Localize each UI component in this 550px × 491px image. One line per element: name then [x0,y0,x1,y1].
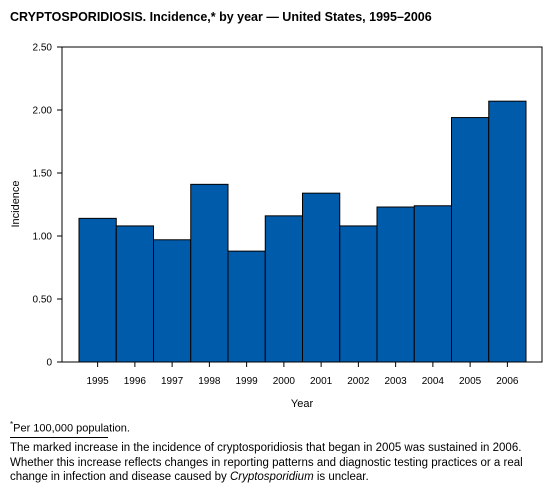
y-tick-label: 0 [46,358,52,369]
bar-1997 [153,239,192,363]
footnote-mark: * [10,420,14,429]
x-tick-label: 1999 [236,376,259,387]
bar-chart: 00.501.001.502.002.50 1995 1996 1997 1998 19… [10,43,543,410]
bar-2000 [264,215,303,363]
note-text-end: is unclear. [313,471,369,483]
bar-2002 [339,225,378,363]
bar-2003 [376,206,415,363]
x-tick-label: 2003 [385,376,408,387]
x-tick-label: 2005 [459,376,482,387]
x-tick-label: 2002 [347,376,370,387]
chart-note: The marked increase in the incidence of … [10,441,542,485]
footnote: *Per 100,000 population. [10,420,130,435]
y-tick-label: 2.00 [33,106,53,117]
y-axis-label: Incidence [10,180,22,227]
x-tick-label: 2001 [310,376,333,387]
footnote-text: Per 100,000 population. [13,422,130,435]
x-tick-label: 2004 [422,376,445,387]
x-tick-label: 1997 [161,376,184,387]
bar-1998 [190,183,229,363]
x-axis-label: Year [291,398,314,410]
bars-group [78,100,527,363]
bar-1996 [115,225,154,363]
y-tick-label: 1.50 [33,169,53,180]
bar-2005 [451,117,490,363]
bar-1999 [227,250,266,363]
x-tick-label: 1995 [87,376,110,387]
y-axis-ticks: 0 0.50 1.00 1.50 2.00 2.50 [33,43,62,369]
x-tick-label: 2006 [496,376,519,387]
bar-2001 [302,192,341,363]
note-text-italic: Cryptosporidium [229,471,314,483]
y-tick-label: 0.50 [33,295,53,306]
x-tick-label: 1998 [198,376,221,387]
chart-title: CRYPTOSPORIDIOSIS. Incidence,* by year —… [10,10,432,24]
x-tick-label: 2000 [273,376,296,387]
footnote-divider [10,437,108,438]
x-axis-ticks: 1995 1996 1997 1998 1999 2000 2001 2002 2003 2004… [87,362,519,387]
bar-2006 [488,100,527,363]
y-tick-label: 1.00 [33,232,53,243]
note-text-start: The marked increase in the incidence of … [10,442,523,483]
x-tick-label: 1996 [124,376,147,387]
plot-area: 00.501.001.502.002.50 1995 1996 1997 1998 19… [33,43,543,387]
bar-2004 [413,205,452,363]
bar-1995 [78,217,117,363]
y-tick-label: 2.50 [33,43,53,54]
